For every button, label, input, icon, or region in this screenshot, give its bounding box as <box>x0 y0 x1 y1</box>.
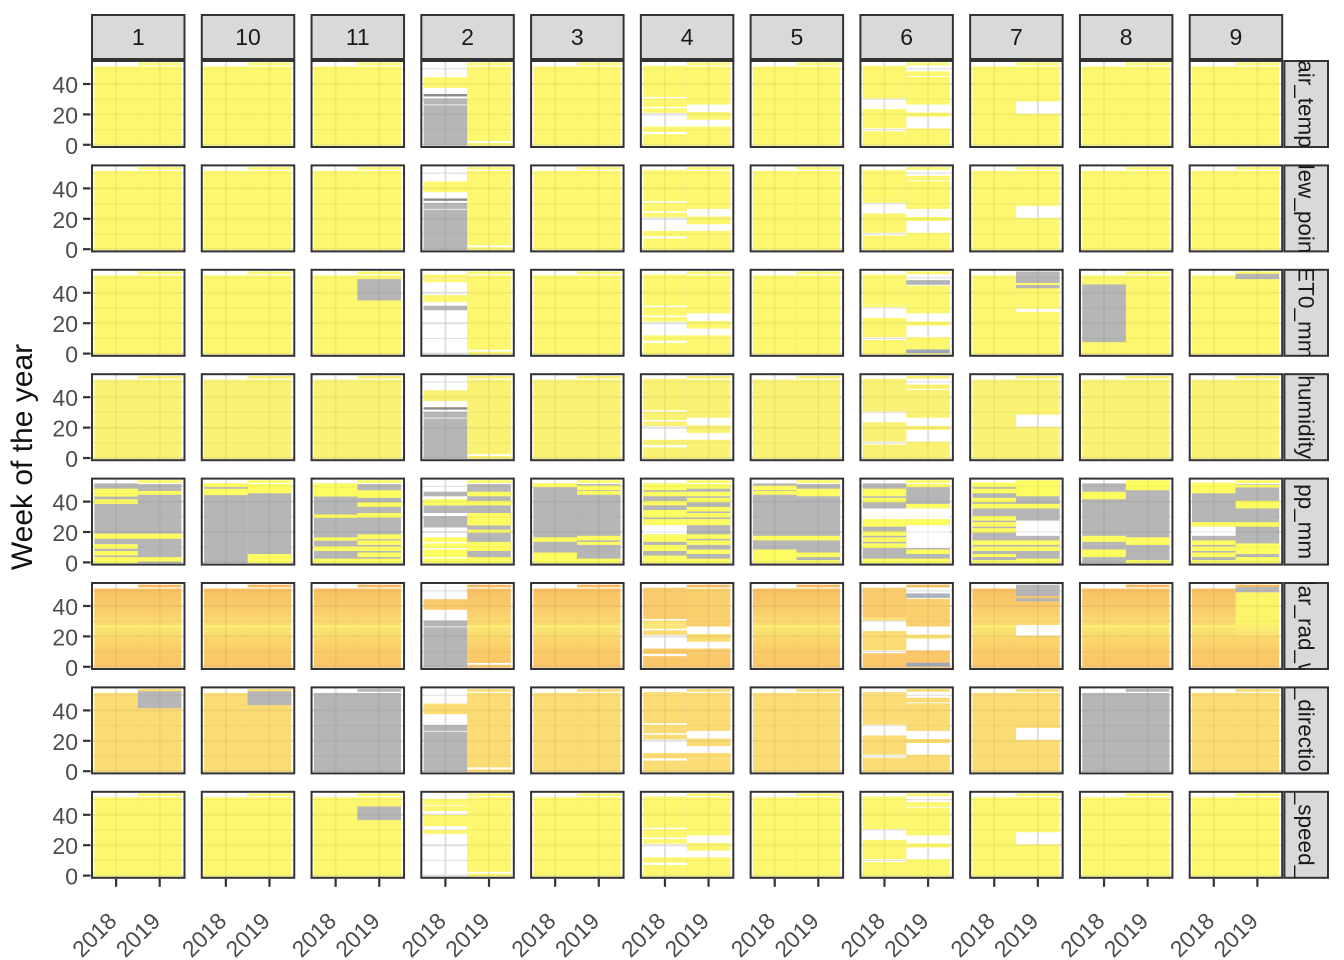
svg-text:3: 3 <box>571 24 584 50</box>
svg-text:4: 4 <box>681 24 694 50</box>
svg-text:20: 20 <box>52 520 78 546</box>
svg-text:8: 8 <box>1120 24 1133 50</box>
svg-text:40: 40 <box>52 803 78 829</box>
svg-text:7: 7 <box>1010 24 1023 50</box>
svg-text:0: 0 <box>65 446 78 472</box>
svg-text:20: 20 <box>52 833 78 859</box>
svg-text:Week of the year: Week of the year <box>6 344 39 570</box>
svg-text:w_speed_ms: w_speed_ms <box>1294 775 1319 909</box>
svg-text:pp_mm: pp_mm <box>1294 484 1319 559</box>
svg-text:0: 0 <box>65 655 78 681</box>
svg-text:1: 1 <box>132 24 145 50</box>
svg-text:20: 20 <box>52 311 78 337</box>
svg-text:solar_rad_w: solar_rad_w <box>1294 557 1319 680</box>
svg-text:40: 40 <box>52 176 78 202</box>
svg-text:humidity: humidity <box>1294 375 1319 460</box>
svg-text:0: 0 <box>65 864 78 890</box>
svg-text:20: 20 <box>52 102 78 128</box>
svg-text:0: 0 <box>65 133 78 159</box>
svg-text:0: 0 <box>65 550 78 576</box>
svg-text:40: 40 <box>52 698 78 724</box>
svg-text:dew_point: dew_point <box>1294 157 1319 260</box>
svg-text:20: 20 <box>52 416 78 442</box>
svg-text:9: 9 <box>1230 24 1243 50</box>
svg-text:air_temp: air_temp <box>1294 60 1319 148</box>
svg-text:ET0_mm: ET0_mm <box>1294 267 1319 358</box>
svg-text:0: 0 <box>65 759 78 785</box>
svg-text:40: 40 <box>52 594 78 620</box>
svg-text:40: 40 <box>52 490 78 516</box>
svg-text:10: 10 <box>235 24 261 50</box>
svg-text:20: 20 <box>52 729 78 755</box>
svg-text:40: 40 <box>52 72 78 98</box>
svg-text:6: 6 <box>900 24 913 50</box>
svg-text:20: 20 <box>52 207 78 233</box>
svg-text:w_direction: w_direction <box>1294 669 1319 784</box>
svg-text:0: 0 <box>65 237 78 263</box>
svg-text:2: 2 <box>461 24 474 50</box>
svg-text:5: 5 <box>790 24 803 50</box>
svg-text:0: 0 <box>65 342 78 368</box>
svg-text:40: 40 <box>52 385 78 411</box>
svg-text:20: 20 <box>52 624 78 650</box>
svg-text:40: 40 <box>52 281 78 307</box>
svg-text:11: 11 <box>346 24 370 50</box>
